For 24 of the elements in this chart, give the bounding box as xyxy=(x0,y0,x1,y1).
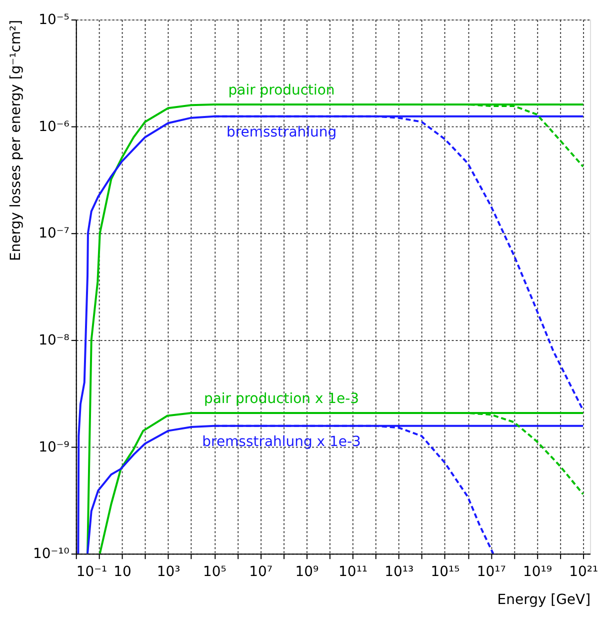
x-tick-label: 10⁹ xyxy=(295,564,320,580)
x-tick-label: 10³ xyxy=(156,564,180,580)
x-tick-label: 10¹⁷ xyxy=(476,564,506,580)
series-label: bremsstrahlung xyxy=(226,124,337,140)
x-tick-label: 10 xyxy=(114,564,132,580)
y-tick-label: 10⁻⁹ xyxy=(38,439,70,456)
y-tick-label: 10⁻⁵ xyxy=(38,12,70,28)
series-label: pair production xyxy=(228,82,335,99)
x-tick-label: 10¹³ xyxy=(384,564,414,580)
x-tick-label: 10⁵ xyxy=(203,564,226,580)
y-tick-label: 10⁻⁶ xyxy=(38,118,70,135)
x-tick-label: 10¹⁹ xyxy=(522,564,552,580)
x-tick-label: 10⁻¹ xyxy=(76,564,108,580)
y-axis-title: Energy losses per energy [g⁻¹cm²] xyxy=(8,20,24,262)
series-label: pair production x 1e-3 xyxy=(204,391,360,408)
x-tick-label: 10⁷ xyxy=(249,564,272,580)
x-tick-label: 10¹⁵ xyxy=(430,564,460,580)
x-tick-label: 10²¹ xyxy=(569,564,598,580)
series-label: bremsstrahlung x 1e-3 xyxy=(202,434,361,450)
x-tick-label: 10¹¹ xyxy=(338,564,368,580)
y-tick-label: 10⁻¹⁰ xyxy=(33,546,70,562)
x-axis-title: Energy [GeV] xyxy=(497,592,591,608)
y-tick-label: 10⁻⁷ xyxy=(38,226,70,242)
y-tick-label: 10⁻⁸ xyxy=(38,332,70,348)
